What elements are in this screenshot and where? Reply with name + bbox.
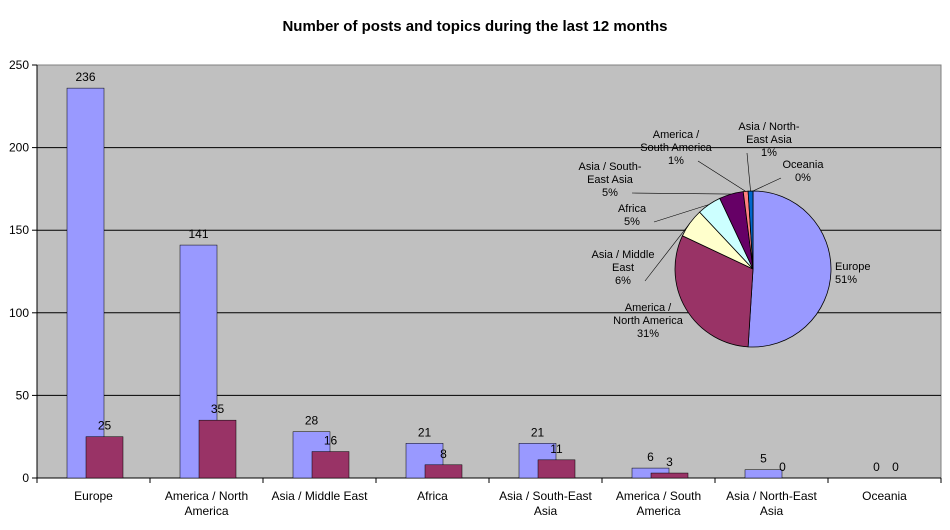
pie-leader-line (746, 152, 751, 192)
pie-label: Asia / Middle East 6% (592, 249, 655, 287)
bar-value-label: 21 (531, 425, 545, 439)
bar-value-label: 16 (324, 434, 338, 448)
bar-value-label: 0 (873, 460, 880, 474)
bar (85, 436, 124, 479)
bar (650, 472, 689, 479)
x-tick-label: Africa (417, 489, 448, 503)
bar-value-label: 5 (760, 452, 767, 466)
pie-slice (747, 190, 754, 270)
bar-value-label: 6 (647, 450, 654, 464)
y-tick-label: 150 (9, 223, 29, 237)
pie-slice (747, 190, 832, 348)
bar-value-label: 21 (418, 425, 432, 439)
bar-value-label: 0 (779, 460, 786, 474)
bar-value-label: 3 (666, 455, 673, 469)
pie-label: America / North America 31% (613, 302, 684, 340)
bar (198, 419, 237, 479)
bar-value-label: 11 (550, 442, 563, 456)
pie-leader-line (752, 177, 782, 192)
pie-label: Oceania 0% (783, 159, 825, 184)
pie-leader-line (644, 222, 691, 282)
bar (424, 464, 463, 479)
pie-label: Asia / South-East Asia 5% (579, 161, 642, 199)
pie-label: America / South America 1% (640, 129, 712, 167)
x-tick-label: Asia / Middle East (271, 489, 368, 503)
bar (66, 87, 105, 479)
bar-value-label: 0 (892, 460, 899, 474)
pie-leader-line (653, 204, 710, 223)
pie-leader-line (631, 192, 732, 195)
y-tick-label: 200 (9, 141, 29, 155)
x-tick-label: America / North America (165, 489, 248, 518)
bar-value-label: 8 (440, 447, 447, 461)
bar-value-label: 141 (188, 227, 208, 241)
pie-label: Asia / North-East Asia 1% (738, 121, 799, 159)
bar-value-label: 25 (98, 419, 112, 433)
x-tick-label: Asia / South-East Asia (499, 489, 592, 518)
x-tick-label: America / South America (616, 489, 701, 518)
x-tick-label: Oceania (862, 489, 907, 503)
bar (537, 459, 576, 479)
y-tick-label: 0 (22, 471, 29, 485)
chart-title: Number of posts and topics during the la… (282, 18, 668, 35)
x-tick-label: Asia / North-East Asia (726, 489, 817, 518)
pie-label: Europe 51% (835, 261, 870, 286)
bar-value-label: 236 (75, 70, 95, 84)
y-tick-label: 50 (16, 388, 30, 402)
pie-slice (674, 235, 754, 348)
pie-label: Africa 5% (618, 203, 647, 228)
bar (744, 469, 783, 479)
bar-value-label: 35 (211, 402, 225, 416)
y-tick-label: 250 (9, 58, 29, 72)
y-tick-label: 100 (9, 306, 29, 320)
bar (311, 451, 350, 479)
pie-leader-line (697, 160, 746, 192)
x-tick-label: Europe (74, 489, 113, 503)
bar-value-label: 28 (305, 414, 319, 428)
